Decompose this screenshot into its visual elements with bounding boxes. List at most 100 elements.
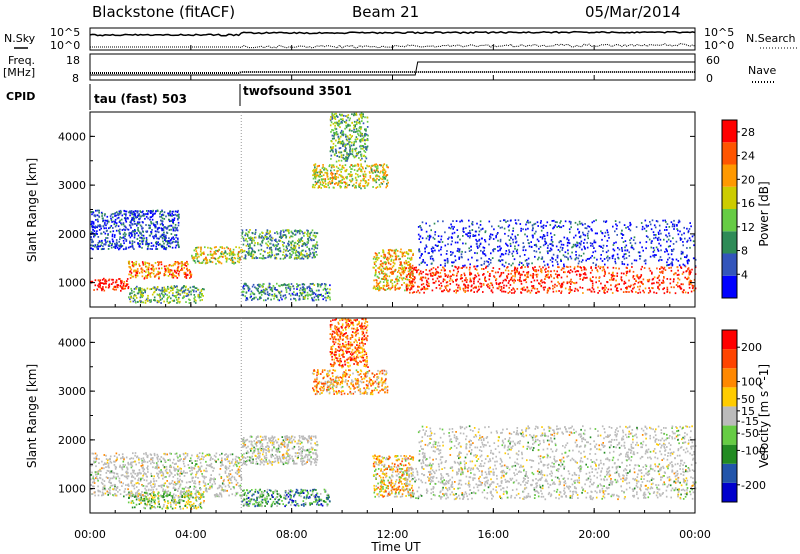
power-cell bbox=[267, 240, 270, 243]
power-cell bbox=[144, 289, 146, 292]
power-cell bbox=[495, 279, 497, 282]
power-cell bbox=[148, 262, 151, 265]
power-cell bbox=[165, 240, 168, 243]
power-cell bbox=[665, 248, 667, 250]
power-cell bbox=[455, 266, 457, 269]
power-cell bbox=[556, 261, 559, 263]
power-cell bbox=[468, 250, 471, 252]
power-cell bbox=[154, 223, 157, 226]
power-cell bbox=[308, 232, 310, 235]
power-cell bbox=[261, 286, 264, 288]
power-cell bbox=[585, 227, 588, 230]
power-cell bbox=[462, 265, 465, 268]
power-cell bbox=[499, 274, 502, 277]
power-cell bbox=[264, 236, 266, 238]
power-cell bbox=[163, 294, 166, 297]
power-cell bbox=[541, 237, 544, 240]
power-cell bbox=[180, 269, 182, 271]
power-cell bbox=[434, 244, 437, 247]
power-cell bbox=[140, 225, 143, 228]
power-cell bbox=[141, 240, 143, 243]
power-cell bbox=[365, 128, 367, 131]
power-cell bbox=[169, 273, 171, 276]
power-cell bbox=[408, 249, 410, 251]
power-cell bbox=[314, 246, 316, 248]
power-cell bbox=[639, 285, 641, 288]
power-cell bbox=[268, 251, 271, 254]
power-cell bbox=[387, 252, 389, 254]
power-cell bbox=[514, 267, 516, 269]
power-cell bbox=[247, 247, 250, 250]
power-cell bbox=[297, 239, 299, 242]
power-cell bbox=[432, 267, 435, 269]
power-cell bbox=[172, 289, 174, 291]
power-cell bbox=[131, 223, 134, 226]
power-cell bbox=[541, 236, 544, 239]
power-cell bbox=[607, 259, 609, 262]
power-cell bbox=[655, 254, 657, 256]
power-cell bbox=[155, 245, 157, 248]
power-cell bbox=[183, 285, 185, 288]
power-cell bbox=[376, 275, 379, 278]
power-cell bbox=[115, 222, 118, 225]
power-cell bbox=[373, 263, 376, 265]
power-cell bbox=[133, 219, 135, 221]
power-cell bbox=[638, 288, 641, 291]
power-cell bbox=[536, 288, 539, 290]
power-cell bbox=[412, 272, 414, 275]
power-cell bbox=[156, 299, 159, 302]
power-cell bbox=[154, 230, 157, 233]
power-cell bbox=[177, 291, 180, 294]
power-cell bbox=[91, 211, 93, 213]
power-cell bbox=[375, 260, 377, 263]
power-cell bbox=[308, 254, 310, 256]
power-cell bbox=[518, 263, 520, 266]
power-cell bbox=[671, 263, 674, 266]
power-cell bbox=[182, 290, 184, 293]
power-cell bbox=[157, 264, 160, 267]
power-cell bbox=[290, 246, 292, 249]
power-cell bbox=[283, 231, 285, 233]
power-cell bbox=[296, 286, 298, 288]
power-cell bbox=[206, 259, 208, 262]
power-cell bbox=[96, 230, 98, 233]
power-cell bbox=[309, 232, 312, 235]
power-cell bbox=[558, 290, 560, 292]
power-cell bbox=[515, 250, 518, 252]
power-cell bbox=[686, 261, 689, 264]
power-cell bbox=[676, 274, 679, 276]
power-cell bbox=[177, 263, 180, 265]
power-cell bbox=[297, 251, 299, 254]
power-cell bbox=[306, 257, 309, 260]
power-cell bbox=[606, 255, 609, 258]
power-cell bbox=[167, 275, 170, 277]
nave-tick-high: 60 bbox=[706, 54, 720, 67]
power-cell bbox=[244, 234, 246, 237]
power-cell bbox=[626, 270, 629, 273]
power-cell bbox=[395, 248, 398, 251]
power-cell bbox=[450, 223, 452, 226]
power-cell bbox=[493, 228, 495, 231]
power-cell bbox=[263, 299, 265, 302]
power-cell bbox=[628, 291, 630, 293]
power-cell bbox=[625, 244, 628, 247]
power-cell bbox=[454, 241, 457, 244]
power-cell bbox=[649, 290, 652, 293]
power-cell bbox=[330, 146, 332, 149]
power-cell bbox=[350, 174, 352, 176]
power-cell bbox=[218, 261, 221, 264]
power-cell bbox=[135, 263, 137, 266]
power-cell bbox=[369, 176, 372, 179]
power-cell bbox=[97, 209, 99, 212]
power-cell bbox=[306, 229, 308, 232]
power-cell bbox=[383, 288, 386, 291]
power-cell bbox=[487, 261, 490, 263]
power-cell bbox=[651, 219, 654, 222]
power-cell bbox=[258, 236, 260, 239]
power-cell bbox=[494, 248, 496, 250]
power-cell bbox=[437, 244, 439, 247]
power-cell bbox=[644, 262, 647, 265]
power-cell bbox=[687, 230, 690, 232]
power-cell bbox=[564, 271, 566, 274]
power-cell bbox=[417, 226, 420, 228]
